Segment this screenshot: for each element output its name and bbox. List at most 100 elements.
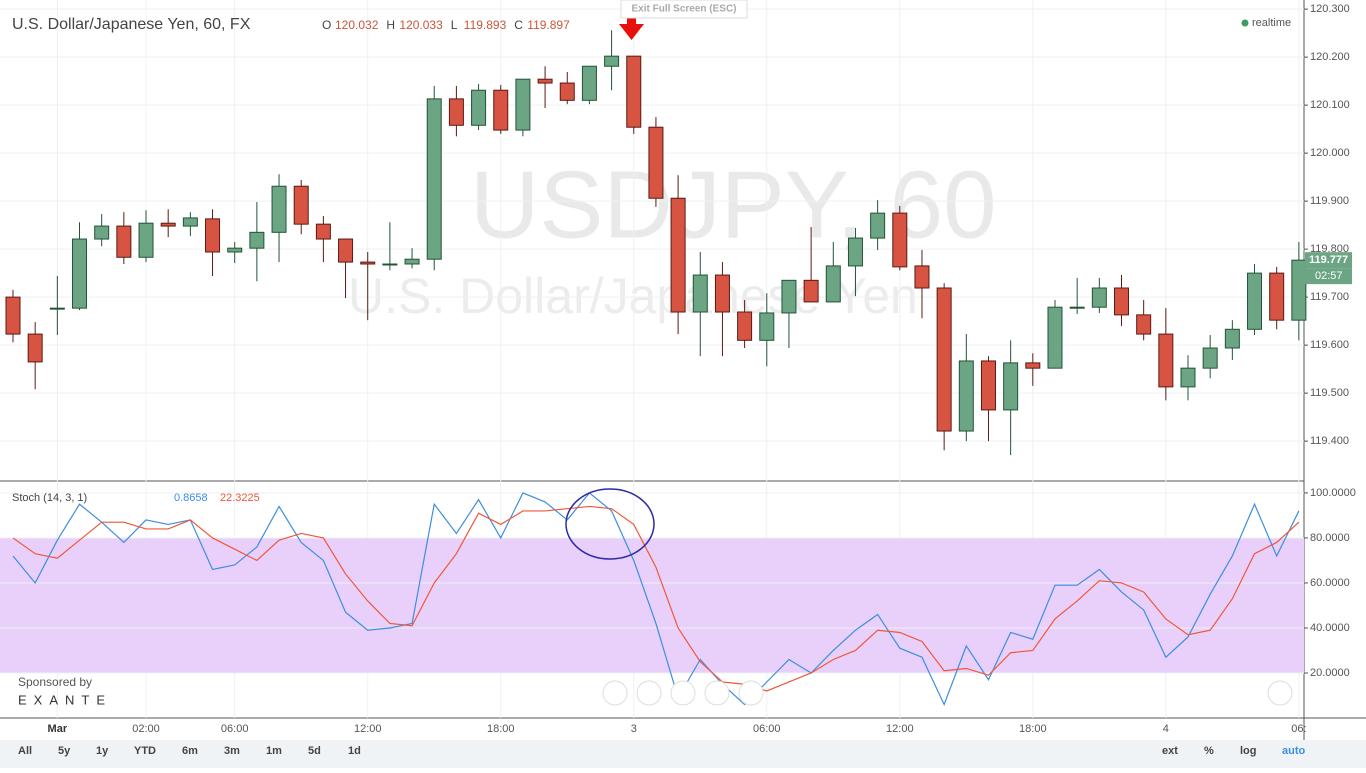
candle-body <box>404 258 420 265</box>
candle-body <box>914 265 930 289</box>
option-button[interactable]: auto <box>1282 745 1306 757</box>
candle-body <box>936 287 952 432</box>
range-button[interactable]: 1d <box>348 745 361 757</box>
range-button[interactable]: 5d <box>308 745 321 757</box>
range-button[interactable]: 1m <box>266 745 282 757</box>
last-price: 119.777 <box>1309 254 1348 266</box>
range-button[interactable]: All <box>18 745 32 757</box>
range-button[interactable]: 1y <box>96 745 109 757</box>
candle-body <box>448 98 464 126</box>
candle-body <box>1224 328 1240 349</box>
reset[interactable] <box>670 680 696 706</box>
candle-body <box>559 82 575 101</box>
stoch-tick-label: 20.0000 <box>1310 667 1350 679</box>
watermark: U.S. Dollar/Japanese Yen <box>348 268 918 324</box>
candle-body <box>160 222 176 227</box>
candle-body <box>5 296 21 335</box>
band <box>0 537 1304 673</box>
candle-body <box>426 98 442 260</box>
x-tick-label: 3 <box>631 723 637 735</box>
candle-body <box>1136 314 1152 335</box>
readout-label: O <box>322 18 331 32</box>
symbol-title[interactable]: U.S. Dollar/Japanese Yen, 60, FX <box>12 16 251 33</box>
candle-body <box>227 247 243 253</box>
range-button[interactable]: YTD <box>134 745 156 757</box>
candle-body <box>803 279 819 303</box>
stoch-tick-label: 100.0000 <box>1310 487 1356 499</box>
bottom-toolbar <box>0 740 1366 768</box>
x-tick-label: 12:00 <box>886 723 914 735</box>
candle-body <box>581 65 597 101</box>
x-tick-label: 18:00 <box>1019 723 1047 735</box>
candle-body <box>493 89 509 131</box>
price-tick-label: 120.200 <box>1310 51 1350 63</box>
candle-body <box>648 126 664 199</box>
candle-body <box>315 223 331 240</box>
option-button[interactable]: log <box>1240 745 1257 757</box>
scroll-left[interactable] <box>602 680 628 706</box>
watermark: USDJPY, 60 <box>470 151 997 258</box>
x-tick-label: 06:00 <box>221 723 249 735</box>
scroll-right[interactable] <box>738 680 764 706</box>
indicator-title[interactable]: Stoch (14, 3, 1) <box>12 492 87 504</box>
candle-body <box>980 360 996 411</box>
nav-buttons <box>602 680 1293 706</box>
candle-body <box>116 225 132 258</box>
option-button[interactable]: % <box>1204 745 1214 757</box>
sponsor-name[interactable]: EXANTE <box>18 692 112 707</box>
scroll-end[interactable] <box>1267 680 1293 706</box>
candle-body <box>271 185 287 233</box>
range-button[interactable]: 3m <box>224 745 240 757</box>
candle-body <box>1069 306 1085 309</box>
candle-body <box>1180 367 1196 388</box>
indicator-readout: 22.3225 <box>220 492 260 504</box>
candle-body <box>360 261 376 265</box>
candle-body <box>692 274 708 313</box>
x-tick-label: 02:00 <box>132 723 160 735</box>
price-tick-label: 119.700 <box>1310 291 1349 303</box>
candle-body <box>670 197 686 313</box>
stoch-line <box>12 505 1300 692</box>
zoom-out[interactable] <box>636 680 662 706</box>
candle-body <box>182 217 198 227</box>
zoom-in[interactable] <box>704 680 730 706</box>
candle-body <box>870 212 886 239</box>
candle-body <box>1291 259 1307 321</box>
candle-body <box>825 265 841 303</box>
tooltip <box>620 0 748 19</box>
candle-body <box>537 78 553 84</box>
range-button[interactable]: 5y <box>58 745 71 757</box>
price-tick-label: 120.300 <box>1310 3 1350 15</box>
candle-body <box>604 55 620 67</box>
candle-body <box>338 238 354 263</box>
annotation-arrow <box>619 12 644 40</box>
candle-body <box>1047 306 1063 369</box>
x-tick-label: Mar <box>48 723 68 735</box>
tooltip-text: Exit Full Screen (ESC) <box>631 4 736 15</box>
stoch-line <box>12 492 1300 707</box>
price-tick-label: 119.400 <box>1310 435 1349 447</box>
candle-body <box>49 307 65 310</box>
price-tick-label: 119.800 <box>1310 243 1349 255</box>
readout-value: 119.897 <box>527 18 570 32</box>
stoch-tick-label: 60.0000 <box>1310 577 1350 589</box>
candle-body <box>72 238 88 309</box>
countdown: 02:57 <box>1315 270 1343 282</box>
indicator-readout: 0.8658 <box>174 492 208 504</box>
status-dot <box>1241 19 1249 27</box>
status: realtime <box>1252 17 1291 29</box>
option-button[interactable]: ext <box>1162 745 1178 757</box>
candle-body <box>1091 287 1107 308</box>
price-tick-label: 119.600 <box>1310 339 1349 351</box>
sponsor-label: Sponsored by <box>18 675 92 689</box>
candle-body <box>781 279 797 314</box>
candle-body <box>1003 362 1019 411</box>
readout-value: 120.032 <box>335 18 379 32</box>
candle-body <box>27 333 43 363</box>
x-tick-label: 06:00 <box>753 723 781 735</box>
price-tick-label: 119.500 <box>1310 387 1349 399</box>
range-button[interactable]: 6m <box>182 745 198 757</box>
readout-value: 120.033 <box>399 18 443 32</box>
candle-body <box>515 78 531 131</box>
